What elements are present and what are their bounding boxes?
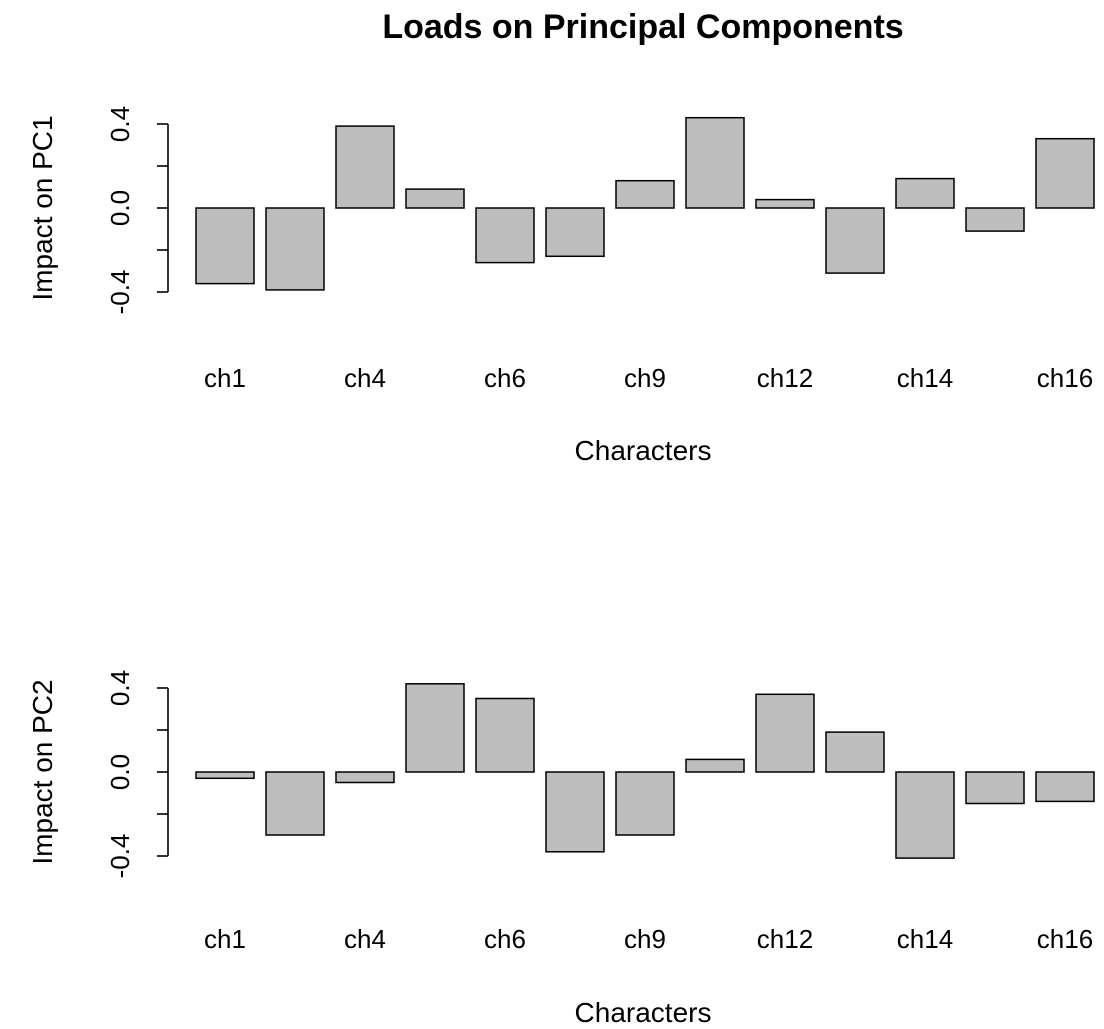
pc2-panel: -0.4 0.0 0.4 Impact on PC2 ch1 ch4 ch6 ch9 c… (27, 670, 1095, 1028)
pc2-x-axis-title: Characters (575, 997, 712, 1028)
pc2-y-tick-label-neg04: -0.4 (105, 834, 135, 879)
pc1-y-axis-title: Impact on PC1 (27, 115, 58, 300)
pc2-bar-ch1 (195, 771, 255, 780)
pc2-category-label-ch4: ch4 (344, 924, 386, 954)
pc2-category-label-ch16: ch16 (1037, 924, 1093, 954)
pc1-category-label-ch14: ch14 (897, 363, 953, 393)
pc1-bar-ch10 (685, 116, 745, 209)
pc1-y-axis: -0.4 0.0 0.4 (105, 106, 169, 315)
pc2-bar-ch13 (825, 731, 885, 773)
pc2-bar-ch5 (405, 683, 465, 773)
pc1-bar-ch5 (405, 188, 465, 209)
pc1-bar-ch15 (965, 207, 1025, 232)
pc2-bars (195, 683, 1095, 859)
pc2-bar-ch9 (615, 771, 675, 836)
pc2-bar-ch4 (335, 771, 395, 784)
pc1-bar-ch13 (825, 207, 885, 274)
pc2-y-axis-title: Impact on PC2 (27, 679, 58, 864)
pc2-category-labels: ch1 ch4 ch6 ch9 ch12 ch14 ch16 (204, 924, 1093, 954)
pc2-category-label-ch9: ch9 (624, 924, 666, 954)
pc1-bar-ch4 (335, 125, 395, 209)
pc1-category-label-ch6: ch6 (484, 363, 526, 393)
pc2-category-label-ch14: ch14 (897, 924, 953, 954)
pc2-bar-ch14 (895, 771, 955, 859)
pc1-bar-ch1 (195, 207, 255, 285)
pc1-y-tick-label-00: 0.0 (105, 190, 135, 226)
pc1-panel: -0.4 0.0 0.4 Impact on PC1 ch1 ch4 ch6 ch9 c… (27, 106, 1095, 466)
pc2-y-axis: -0.4 0.0 0.4 (105, 670, 169, 879)
pc1-category-label-ch9: ch9 (624, 363, 666, 393)
pc1-bar-ch2 (265, 207, 325, 291)
pc1-bar-ch16 (1035, 137, 1095, 209)
pc1-bar-ch7 (545, 207, 605, 258)
pc2-bar-ch10 (685, 758, 745, 773)
pc1-bar-ch6 (475, 207, 535, 264)
pc1-category-label-ch4: ch4 (344, 363, 386, 393)
pc2-y-tick-label-04: 0.4 (105, 670, 135, 706)
pc2-category-label-ch1: ch1 (204, 924, 246, 954)
pc1-bar-ch14 (895, 177, 955, 209)
pc2-bar-ch16 (1035, 771, 1095, 803)
pc2-category-label-ch12: ch12 (757, 924, 813, 954)
pc1-category-label-ch16: ch16 (1037, 363, 1093, 393)
pc1-bars (195, 116, 1095, 291)
pc2-bar-ch7 (545, 771, 605, 853)
pc2-bar-ch6 (475, 697, 535, 773)
pc2-bar-ch12 (755, 693, 815, 773)
pc1-y-tick-label-neg04: -0.4 (105, 270, 135, 315)
pc1-bar-ch9 (615, 179, 675, 209)
chart-title: Loads on Principal Components (382, 8, 903, 46)
pc2-category-label-ch6: ch6 (484, 924, 526, 954)
pc1-category-labels: ch1 ch4 ch6 ch9 ch12 ch14 ch16 (204, 363, 1093, 393)
pc1-bar-ch12 (755, 198, 815, 209)
pc1-y-tick-label-04: 0.4 (105, 106, 135, 142)
pc1-x-axis-title: Characters (575, 435, 712, 466)
pc1-category-label-ch12: ch12 (757, 363, 813, 393)
pc1-category-label-ch1: ch1 (204, 363, 246, 393)
pc2-bar-ch15 (965, 771, 1025, 805)
pc2-y-tick-label-00: 0.0 (105, 754, 135, 790)
pc2-bar-ch2 (265, 771, 325, 836)
